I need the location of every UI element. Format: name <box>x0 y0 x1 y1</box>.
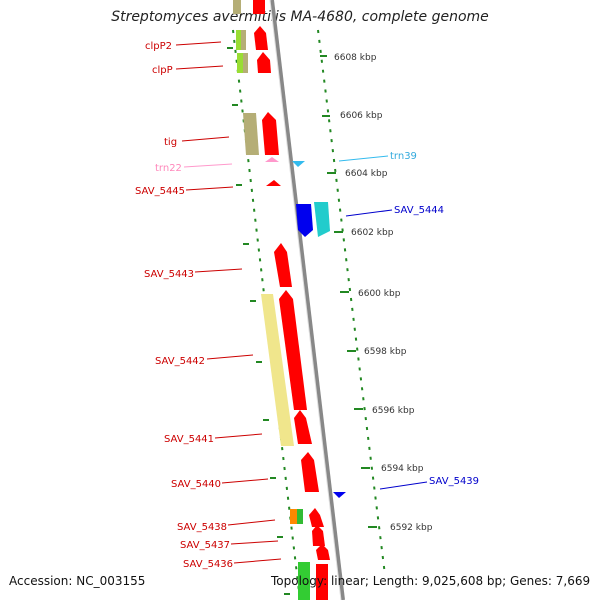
gene-SAV_5441[interactable] <box>294 410 312 444</box>
gene-clpP[interactable] <box>237 52 271 73</box>
gene-SAV_5440[interactable] <box>301 452 319 492</box>
leader-SAV_5444 <box>345 209 393 217</box>
tick-label: 6606 kbp <box>340 111 383 121</box>
tick-6596: 6596 kbp <box>354 406 415 416</box>
leader-SAV_5440 <box>221 478 269 484</box>
tick-label: 6598 kbp <box>364 347 407 357</box>
label-trn22[interactable]: trn22 <box>155 163 182 174</box>
gene-SAV_5437[interactable] <box>312 525 325 546</box>
tick-6594: 6594 kbp <box>361 464 424 474</box>
leader-SAV_5436 <box>233 558 282 564</box>
leader-SAV_5442 <box>206 354 254 360</box>
tick-6592: 6592 kbp <box>368 523 433 533</box>
gene-SAV_5443[interactable] <box>274 243 292 287</box>
gene-SAV_5438[interactable] <box>290 508 324 527</box>
gene-trn39[interactable] <box>292 161 305 167</box>
gene-SAV_5444[interactable] <box>296 202 330 237</box>
gene-SAV_5445[interactable] <box>266 180 281 186</box>
gene-top-khaki[interactable] <box>233 0 241 14</box>
tick-label: 6594 kbp <box>381 464 424 474</box>
label-clpP2[interactable]: clpP2 <box>145 41 172 52</box>
genome-backbone <box>270 0 345 600</box>
genome-summary-text: Topology: linear; Length: 9,025,608 bp; … <box>271 574 591 588</box>
label-SAV_5437[interactable]: SAV_5437 <box>180 540 230 551</box>
left-strand-minor-ticks <box>227 47 290 595</box>
tick-6608: 6608 kbp <box>320 53 377 63</box>
gene-bottom-green[interactable] <box>298 562 310 600</box>
leader-SAV_5439 <box>379 481 428 490</box>
tick-6602: 6602 kbp <box>334 228 394 238</box>
leader-clpP <box>175 65 224 70</box>
map-title: Streptomyces avermitilis MA-4680, comple… <box>111 9 489 25</box>
leader-SAV_5437 <box>230 540 279 545</box>
gene-tig[interactable] <box>243 112 279 155</box>
accession-text: Accession: NC_003155 <box>9 574 146 588</box>
leader-SAV_5445 <box>185 186 234 191</box>
leader-SAV_5443 <box>194 268 243 273</box>
label-SAV_5445[interactable]: SAV_5445 <box>135 186 185 197</box>
tick-6604: 6604 kbp <box>327 169 388 179</box>
tick-label: 6604 kbp <box>345 169 388 179</box>
label-trn39[interactable]: trn39 <box>390 151 417 162</box>
leader-trn39 <box>338 155 389 162</box>
leader-clpP2 <box>175 41 222 46</box>
right-strand-ruler <box>317 29 386 576</box>
tick-6606: 6606 kbp <box>322 111 383 121</box>
tick-6598: 6598 kbp <box>347 347 407 357</box>
label-SAV_5441[interactable]: SAV_5441 <box>164 434 214 445</box>
tick-label: 6592 kbp <box>390 523 433 533</box>
tick-label: 6602 kbp <box>351 228 394 238</box>
gene-clpP2[interactable] <box>236 26 268 50</box>
gene-SAV_5436[interactable] <box>316 544 330 560</box>
tick-label: 6600 kbp <box>358 289 401 299</box>
leader-trn22 <box>183 163 233 168</box>
label-SAV_5442[interactable]: SAV_5442 <box>155 356 205 367</box>
label-SAV_5439[interactable]: SAV_5439 <box>429 476 479 487</box>
label-SAV_5443[interactable]: SAV_5443 <box>144 269 194 280</box>
gene-bottom-red[interactable] <box>316 564 328 600</box>
label-SAV_5436[interactable]: SAV_5436 <box>183 559 233 570</box>
genome-backbone-highlight <box>269 0 342 600</box>
label-SAV_5440[interactable]: SAV_5440 <box>171 479 221 490</box>
label-clpP[interactable]: clpP <box>152 65 173 76</box>
gene-trn22[interactable] <box>265 157 279 162</box>
label-SAV_5444[interactable]: SAV_5444 <box>394 205 444 216</box>
tick-label: 6608 kbp <box>334 53 377 63</box>
label-SAV_5438[interactable]: SAV_5438 <box>177 522 227 533</box>
gene-SAV_5442[interactable] <box>261 290 307 446</box>
leader-SAV_5441 <box>214 433 263 439</box>
gene-top-red[interactable] <box>253 0 265 14</box>
label-tig[interactable]: tig <box>164 137 177 148</box>
leader-SAV_5438 <box>227 519 276 526</box>
leader-tig <box>181 136 230 142</box>
tick-6600: 6600 kbp <box>340 289 401 299</box>
gene-SAV_5439[interactable] <box>333 492 346 498</box>
tick-label: 6596 kbp <box>372 406 415 416</box>
